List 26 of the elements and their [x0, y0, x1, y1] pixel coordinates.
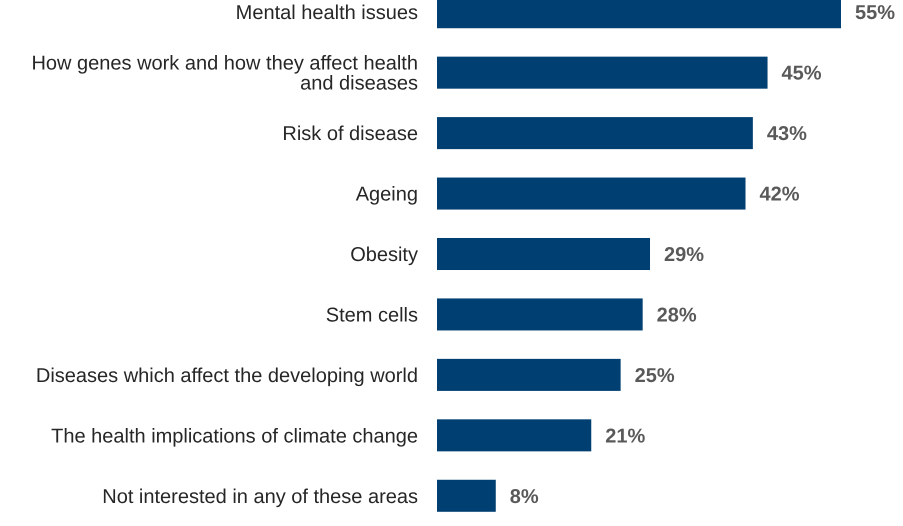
bar [437, 358, 621, 391]
y-tick-label: Risk of disease [282, 123, 418, 146]
data-label: 42% [760, 184, 800, 206]
bar [437, 117, 753, 150]
y-tick-label: Stem cells [326, 304, 418, 326]
y-tick-label: Ageing [356, 184, 418, 206]
bar [437, 419, 592, 452]
y-tick-label: The health implications of climate change [51, 425, 418, 448]
y-tick-label: Diseases which affect the developing world [36, 364, 418, 387]
bar [437, 56, 768, 89]
bar [437, 298, 643, 330]
y-tick-label: Obesity [350, 244, 418, 266]
data-label: 28% [656, 304, 697, 326]
y-tick-label: Not interested in any of these areas [102, 486, 418, 508]
data-label: 43% [766, 123, 808, 146]
bar [437, 238, 650, 270]
data-label: 25% [634, 364, 675, 387]
data-label: 29% [664, 244, 704, 266]
bar [437, 480, 496, 512]
data-label: 8% [510, 486, 539, 508]
bar [437, 178, 746, 210]
data-label: 45% [782, 62, 822, 85]
y-tick-label: Mental health issues [236, 2, 418, 24]
data-label: 55% [855, 2, 896, 24]
data-label: 21% [605, 425, 646, 448]
y-tick-label: How genes work and how they affect health and diseases [31, 52, 418, 95]
